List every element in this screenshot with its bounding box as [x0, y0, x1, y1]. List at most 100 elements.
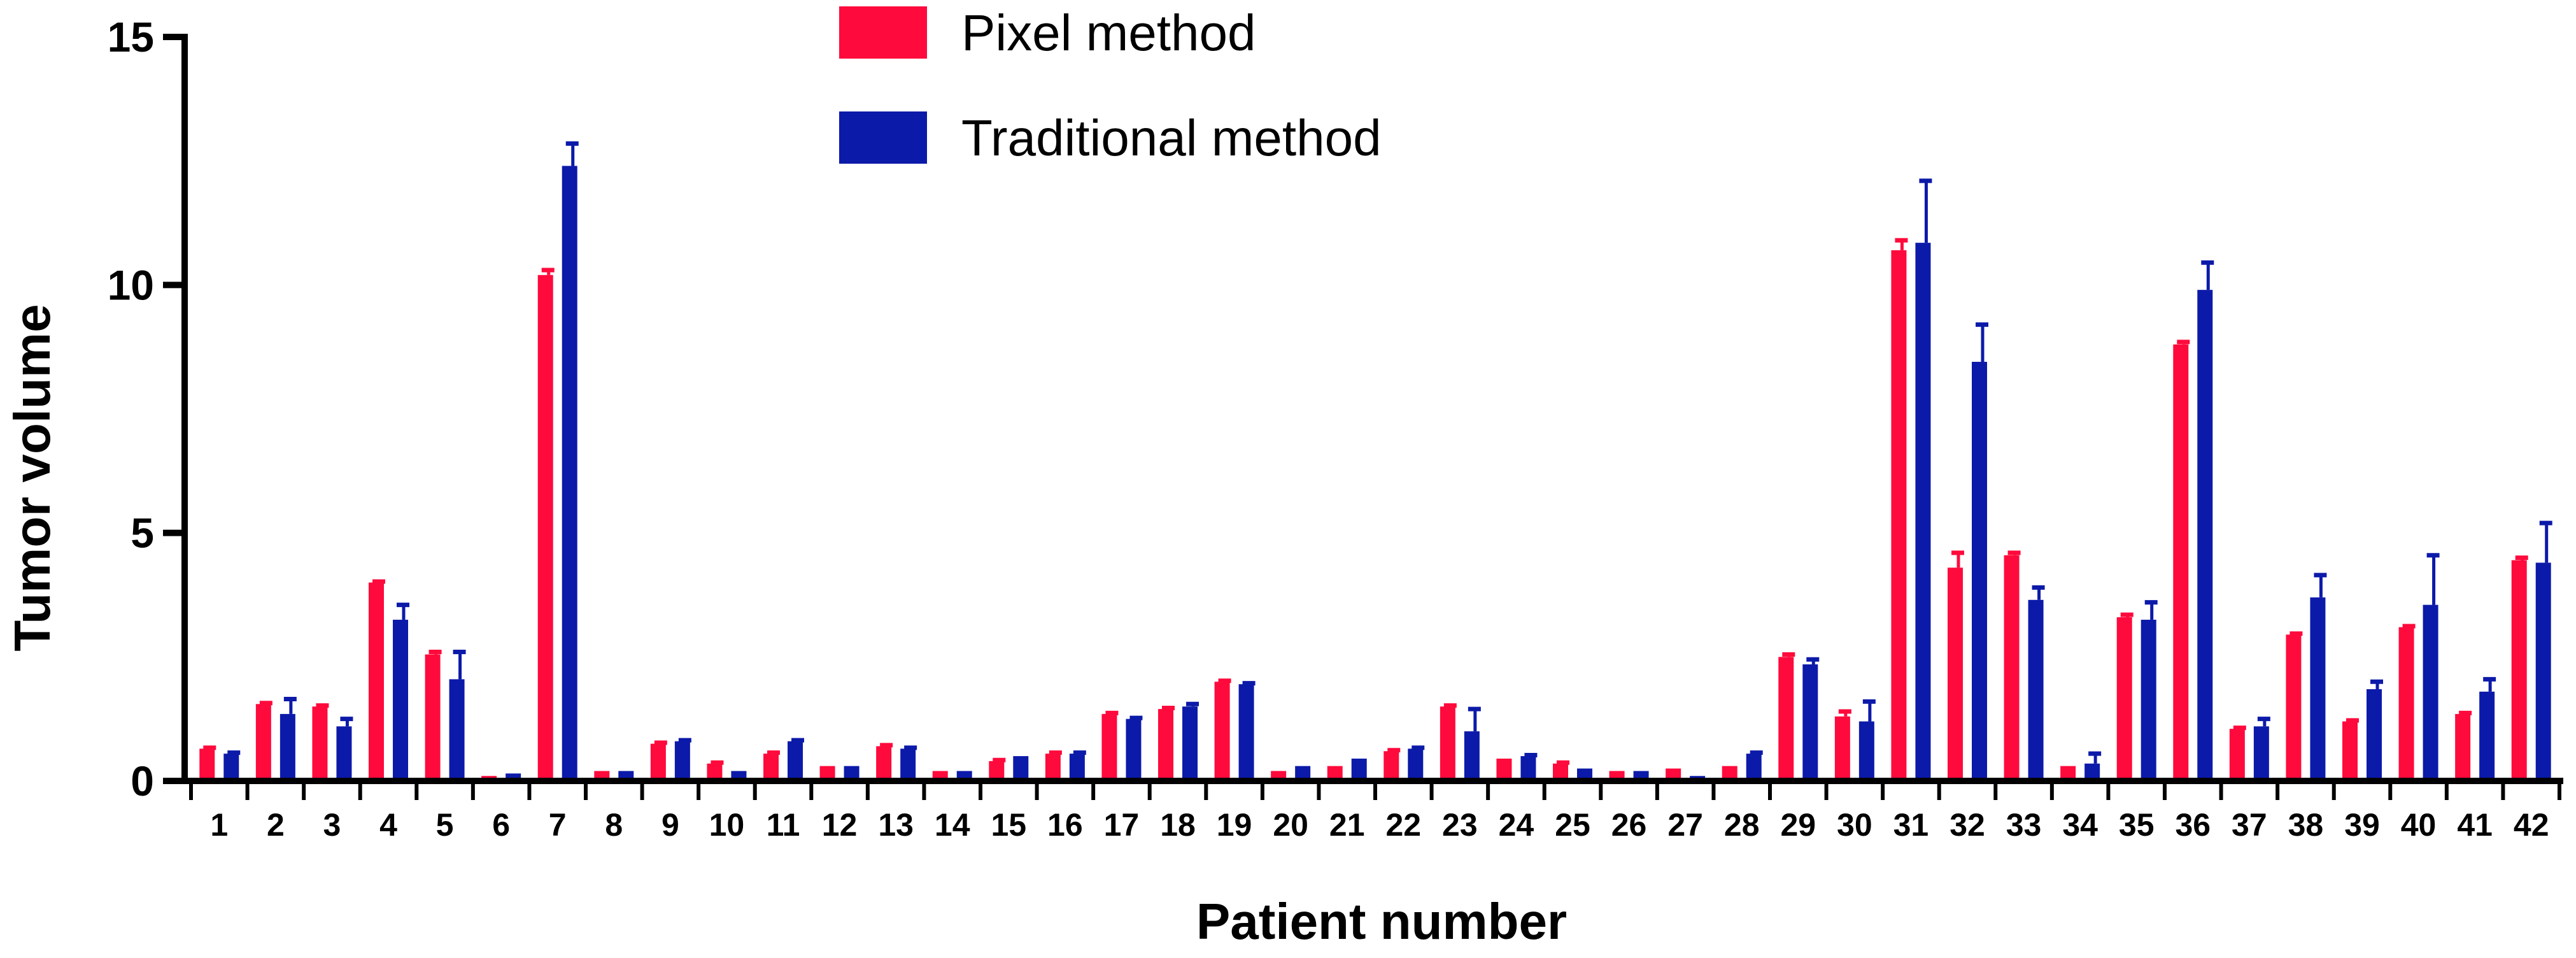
bar-traditional-method	[1295, 766, 1311, 781]
bar-traditional-method	[1464, 731, 1480, 781]
x-tick-label: 31	[1893, 807, 1929, 843]
bar-traditional-method	[506, 773, 521, 781]
bar-pixel-method	[1158, 709, 1173, 781]
bar-pixel-method	[1948, 568, 1963, 781]
x-tick-label: 40	[2401, 807, 2437, 843]
bar-traditional-method	[2253, 726, 2269, 781]
x-tick-label: 38	[2288, 807, 2324, 843]
x-tick-label: 13	[878, 807, 914, 843]
bar-pixel-method	[312, 706, 328, 781]
bar-pixel-method	[876, 746, 892, 781]
x-tick-label: 37	[2232, 807, 2267, 843]
bar-pixel-method	[425, 654, 441, 781]
y-axis-title: Tumor volume	[4, 304, 60, 651]
bar-traditional-method	[2028, 599, 2044, 781]
bar-pixel-method	[1384, 751, 1399, 781]
x-tick-label: 21	[1329, 807, 1365, 843]
bar-traditional-method	[1238, 684, 1254, 781]
bar-pixel-method	[1496, 758, 1512, 781]
x-tick-label: 32	[1950, 807, 1985, 843]
x-tick-label: 8	[605, 807, 623, 843]
bar-pixel-method	[2455, 713, 2471, 781]
x-tick-label: 34	[2062, 807, 2098, 843]
bar-traditional-method	[1013, 756, 1029, 781]
bar-pixel-method	[2173, 344, 2189, 781]
bar-pixel-method	[2060, 766, 2076, 781]
y-tick-label: 5	[131, 510, 154, 557]
bar-pixel-method	[1101, 713, 1117, 781]
x-tick-label: 36	[2175, 807, 2211, 843]
bar-traditional-method	[2367, 689, 2382, 781]
x-tick-label: 23	[1442, 807, 1478, 843]
bars	[199, 166, 2551, 781]
x-tick-label: 16	[1047, 807, 1083, 843]
x-tick-label: 41	[2457, 807, 2493, 843]
x-tick-label: 33	[2006, 807, 2042, 843]
bar-pixel-method	[763, 754, 779, 781]
bar-pixel-method	[537, 275, 553, 781]
bar-traditional-method	[2197, 290, 2213, 781]
x-tick-label: 28	[1724, 807, 1760, 843]
bar-pixel-method	[2229, 729, 2245, 781]
plot-area	[199, 141, 2552, 781]
bar-pixel-method	[1045, 754, 1061, 781]
x-tick-label: 10	[709, 807, 745, 843]
bar-traditional-method	[1408, 748, 1424, 781]
x-tick-label: 17	[1104, 807, 1140, 843]
bar-pixel-method	[2511, 560, 2527, 781]
bar-traditional-method	[449, 679, 465, 781]
bar-traditional-method	[223, 754, 239, 781]
bar-pixel-method	[650, 743, 666, 781]
y-axis: 0 5 10 15	[108, 13, 188, 804]
x-tick-label: 14	[935, 807, 970, 843]
x-tick-label: 3	[323, 807, 341, 843]
x-tick-label: 22	[1385, 807, 1421, 843]
bar-pixel-method	[199, 748, 215, 781]
bar-traditional-method	[280, 713, 295, 781]
bar-traditional-method	[2141, 619, 2156, 781]
bar-traditional-method	[674, 741, 690, 781]
y-tick-label: 0	[131, 757, 154, 804]
bar-traditional-method	[1351, 758, 1367, 781]
x-tick-label: 35	[2119, 807, 2155, 843]
x-tick-label: 7	[549, 807, 567, 843]
x-axis-title: Patient number	[1196, 893, 1567, 950]
x-tick-label: 19	[1217, 807, 1252, 843]
bar-pixel-method	[2116, 617, 2132, 781]
bar-traditional-method	[2479, 691, 2495, 781]
x-tick-label: 26	[1611, 807, 1647, 843]
bar-traditional-method	[2310, 597, 2326, 781]
bar-pixel-method	[2004, 555, 2020, 781]
bar-traditional-method	[1126, 719, 1142, 781]
bar-pixel-method	[255, 704, 271, 781]
x-tick-label: 42	[2514, 807, 2549, 843]
x-tick-label: 18	[1160, 807, 1196, 843]
x-tick-label: 5	[436, 807, 454, 843]
legend-label: Pixel method	[961, 4, 1256, 61]
x-tick-label: 6	[492, 807, 510, 843]
x-ticks: 1 2 3 4 5 6 7 8 9 10 11 12 13 14 15 16 17 18 19 20 21 22 23 24 2…	[189, 781, 2561, 843]
bar-pixel-method	[1722, 766, 1737, 781]
bar-pixel-method	[989, 761, 1005, 781]
bar-traditional-method	[1746, 754, 1762, 781]
legend-label: Traditional method	[961, 110, 1382, 166]
y-ticks: 0 5 10 15	[108, 13, 185, 804]
x-tick-label: 11	[767, 807, 800, 843]
error-bars	[203, 141, 2552, 765]
bar-traditional-method	[1915, 243, 1931, 781]
bar-traditional-method	[1972, 362, 1987, 781]
legend-swatch	[839, 6, 927, 59]
bar-traditional-method	[1858, 721, 1874, 781]
legend: Pixel method Traditional method	[839, 4, 1382, 166]
bar-pixel-method	[369, 582, 384, 781]
bar-traditional-method	[2423, 604, 2438, 781]
x-tick-label: 4	[379, 807, 397, 843]
x-tick-label: 39	[2344, 807, 2380, 843]
bar-pixel-method	[1891, 250, 1907, 781]
x-tick-label: 1	[210, 807, 228, 843]
bar-traditional-method	[844, 766, 860, 781]
bar-pixel-method	[1440, 706, 1455, 781]
x-tick-label: 27	[1667, 807, 1703, 843]
bar-pixel-method	[1214, 682, 1230, 781]
